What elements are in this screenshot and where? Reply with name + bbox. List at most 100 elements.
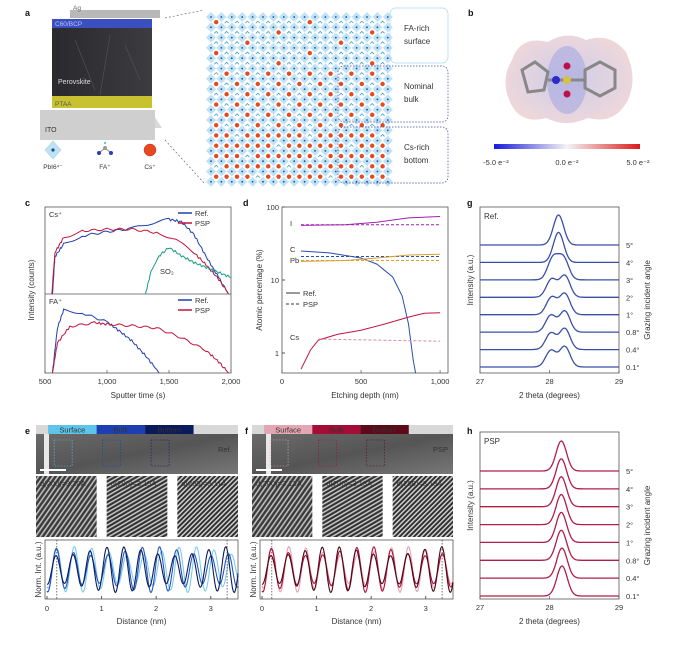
fa-cation (255, 92, 261, 96)
lead-center (345, 47, 348, 49)
cs-cation (318, 174, 323, 179)
lead-center (241, 26, 244, 29)
axes-frame (44, 206, 232, 374)
cs-cation (380, 164, 385, 169)
profile-bulk (46, 546, 239, 593)
lead-center (324, 119, 327, 121)
lead-center (262, 77, 264, 80)
cs-cation (286, 133, 292, 138)
lead-center (376, 160, 379, 163)
lead-center (345, 67, 348, 70)
cs-cation (245, 112, 250, 118)
lead-center (272, 26, 275, 29)
cs-cation (380, 174, 385, 179)
fa-cation (213, 41, 219, 45)
fa-cation (255, 30, 261, 34)
xrd-curve (480, 529, 619, 561)
fa-cation (380, 20, 385, 24)
cs-cation (214, 102, 219, 107)
cs-cation (359, 122, 364, 128)
x-tick-label: 28 (545, 377, 553, 386)
lead-center (230, 36, 233, 39)
lead-center (314, 129, 316, 132)
cs-cation (234, 102, 240, 107)
region-bar-label-bottom: Bottom (157, 426, 181, 435)
fa-cation (317, 51, 323, 55)
y-axis-label: Norm. Int. (a.u.) (249, 541, 258, 597)
lead-center (230, 160, 233, 163)
lead-center (366, 150, 368, 152)
fa-cation (286, 41, 292, 45)
lead-center (303, 47, 306, 49)
lead-center (314, 26, 316, 29)
roi-box (366, 439, 385, 467)
cs-cation (266, 153, 271, 159)
profile-bottom (261, 546, 454, 594)
lead-center (210, 180, 212, 183)
layer-label-ag: Ag (73, 5, 81, 12)
xrd-curve (480, 547, 619, 579)
lead-center (303, 26, 306, 29)
fa-cation (359, 30, 365, 34)
tem-images-f: Surface Bulk Bottom PSP d(200)=3.13Å d(200)=3… (252, 425, 453, 537)
lead-center (282, 16, 285, 18)
cs-cation (307, 164, 312, 169)
lead-center (220, 77, 223, 80)
lead-center (241, 88, 244, 90)
lead-center (210, 57, 212, 60)
ito-layer (40, 110, 155, 140)
x-tick-label: 0 (260, 604, 264, 613)
cs-cation (307, 143, 312, 148)
lead-center (376, 98, 379, 101)
cs-cation (370, 30, 375, 35)
lead-center (210, 108, 212, 111)
lead-center (262, 160, 264, 163)
region-bar-label-surface: Surface (275, 426, 301, 435)
lead-center (386, 36, 389, 39)
lead-center (210, 36, 212, 39)
fa-cation (245, 102, 250, 106)
cs-cation (224, 92, 229, 97)
fa-cation (276, 51, 281, 55)
lead-center (251, 16, 254, 18)
lead-center (220, 36, 223, 39)
lead-center (324, 160, 327, 163)
region-bar-bottom (360, 425, 409, 434)
ptaa-layer (52, 96, 152, 108)
legend-label: Ref. (195, 209, 209, 218)
x-tick-label: 500 (39, 377, 52, 386)
fa-cation (338, 61, 344, 65)
angle-label: 0.4° (626, 574, 639, 583)
lead-center (303, 160, 306, 163)
lead-center (230, 47, 233, 49)
lead-center (282, 119, 285, 121)
lead-center (220, 67, 223, 70)
fa-cation (297, 20, 302, 24)
x-axis-label: 2 theta (degrees) (519, 617, 580, 626)
lead-center (314, 160, 316, 163)
lead-center (230, 180, 233, 183)
lead-center (314, 57, 316, 60)
fa-cation (245, 154, 250, 158)
lead-center (366, 129, 368, 132)
cs-cation (318, 122, 323, 128)
lead-center (293, 150, 296, 152)
fa-cation (317, 113, 323, 117)
legend-label: PSP (303, 300, 318, 309)
cs-cation (359, 143, 364, 148)
fa-cation (265, 123, 271, 127)
lead-center (251, 160, 254, 163)
cs-cation (349, 164, 354, 169)
cs-cation (380, 81, 385, 87)
hrtem-image (36, 476, 97, 537)
subplot-title: FA⁺ (49, 297, 62, 306)
x-axis-label: 2 theta (degrees) (519, 391, 580, 400)
x-tick-label: 29 (615, 377, 623, 386)
lead-center (386, 170, 389, 173)
cs-cation (328, 71, 333, 76)
lead-center (303, 180, 306, 183)
panel-label-g: g (467, 198, 473, 208)
chart-e: 0 1 2 3 Distance (nm) Norm. Int. (a.u.) (34, 539, 239, 626)
lead-center (324, 77, 327, 80)
